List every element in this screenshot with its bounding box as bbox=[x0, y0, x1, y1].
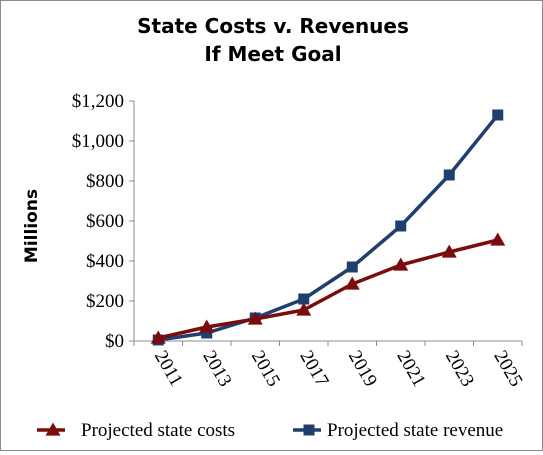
y-tick-label: $400 bbox=[86, 251, 124, 272]
data-point-square bbox=[346, 261, 358, 273]
x-tick-label: 2025 bbox=[489, 347, 526, 390]
data-point-triangle bbox=[150, 330, 166, 344]
data-point-square bbox=[395, 220, 407, 232]
legend-square-icon bbox=[303, 424, 315, 436]
x-tick-label: 2017 bbox=[295, 347, 332, 390]
data-point-triangle bbox=[247, 311, 263, 325]
y-axis-label: Millions bbox=[22, 189, 42, 263]
data-point-triangle bbox=[393, 257, 409, 271]
x-tick-label: 2023 bbox=[441, 347, 478, 390]
legend: Projected state costs Projected state rev… bbox=[37, 420, 503, 441]
chart-title-line2: If Meet Goal bbox=[204, 42, 341, 66]
x-axis-ticks: 2011 2013 2015 2017 2019 2021 2023 2025 bbox=[133, 341, 527, 390]
y-axis-ticks: $0 $200 $400 $600 $800 $1,000 $1,200 bbox=[72, 91, 134, 352]
x-tick-label: 2011 bbox=[150, 347, 187, 390]
data-point-triangle bbox=[344, 276, 360, 290]
x-tick-label: 2021 bbox=[392, 347, 429, 390]
data-point-triangle bbox=[441, 244, 457, 258]
y-tick-label: $200 bbox=[86, 291, 124, 312]
x-tick-label: 2019 bbox=[344, 347, 381, 390]
y-tick-label: $1,000 bbox=[72, 131, 124, 152]
data-point-triangle bbox=[199, 319, 215, 333]
legend-label: Projected state costs bbox=[81, 420, 235, 441]
y-tick-label: $800 bbox=[86, 171, 124, 192]
series-line bbox=[158, 113, 500, 342]
data-point-square bbox=[298, 293, 310, 305]
x-tick-label: 2015 bbox=[247, 347, 284, 390]
data-point-triangle bbox=[296, 302, 312, 316]
data-point-square bbox=[492, 109, 504, 121]
legend-triangle-icon bbox=[45, 422, 61, 436]
data-point-triangle bbox=[490, 232, 506, 246]
y-tick-label: $600 bbox=[86, 211, 124, 232]
x-tick-label: 2013 bbox=[198, 347, 235, 390]
data-point-square bbox=[201, 327, 213, 339]
y-tick-label: $1,200 bbox=[72, 91, 124, 112]
axes bbox=[133, 101, 522, 342]
series-line bbox=[157, 238, 499, 340]
y-tick-label: $0 bbox=[105, 331, 124, 352]
data-point-square bbox=[443, 169, 455, 181]
chart-title-line1: State Costs v. Revenues bbox=[137, 14, 409, 38]
legend-label: Projected state revenue bbox=[327, 420, 503, 441]
series-layer bbox=[150, 109, 506, 346]
